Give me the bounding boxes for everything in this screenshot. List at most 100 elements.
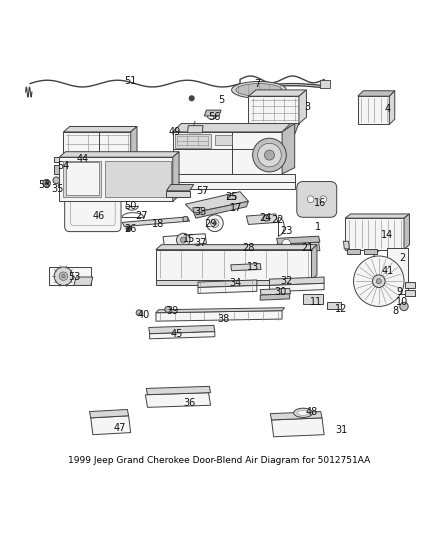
FancyBboxPatch shape [297, 182, 337, 217]
Text: 28: 28 [242, 243, 254, 253]
Text: 17: 17 [230, 203, 242, 213]
Text: 53: 53 [68, 272, 80, 282]
Polygon shape [149, 325, 215, 334]
Polygon shape [248, 96, 299, 124]
Text: 33: 33 [194, 207, 206, 217]
Polygon shape [156, 311, 282, 321]
Polygon shape [260, 294, 290, 300]
Circle shape [320, 196, 327, 203]
Text: 48: 48 [305, 407, 318, 417]
Polygon shape [59, 157, 173, 201]
Text: 31: 31 [335, 425, 347, 435]
Polygon shape [272, 418, 324, 437]
Text: 26: 26 [124, 224, 137, 233]
Polygon shape [282, 124, 295, 174]
Text: 4: 4 [384, 104, 390, 114]
Polygon shape [364, 249, 377, 254]
Polygon shape [269, 284, 324, 292]
Text: 41: 41 [381, 266, 393, 276]
Polygon shape [345, 218, 404, 249]
Circle shape [263, 215, 269, 221]
Text: 46: 46 [93, 211, 105, 221]
Polygon shape [194, 201, 248, 218]
Polygon shape [185, 192, 248, 213]
Polygon shape [173, 174, 295, 189]
Circle shape [353, 256, 404, 306]
Polygon shape [193, 208, 202, 213]
FancyBboxPatch shape [65, 188, 121, 232]
Text: 30: 30 [274, 287, 286, 297]
Polygon shape [173, 124, 290, 132]
Circle shape [211, 219, 219, 228]
Circle shape [189, 96, 194, 101]
Text: 3: 3 [304, 102, 311, 112]
Polygon shape [64, 160, 101, 197]
Polygon shape [389, 91, 395, 124]
Text: 10: 10 [396, 297, 408, 307]
Bar [303, 294, 323, 303]
Bar [54, 165, 59, 174]
Text: 7: 7 [254, 78, 260, 88]
Polygon shape [156, 280, 311, 286]
Text: 1999 Jeep Grand Cherokee Door-Blend Air Diagram for 5012751AA: 1999 Jeep Grand Cherokee Door-Blend Air … [68, 456, 370, 465]
Polygon shape [404, 214, 410, 249]
Polygon shape [269, 277, 324, 286]
Polygon shape [156, 245, 317, 249]
Text: 47: 47 [114, 423, 127, 433]
Polygon shape [347, 249, 360, 254]
Text: 22: 22 [272, 215, 284, 225]
Text: 51: 51 [124, 77, 137, 86]
Text: 49: 49 [169, 127, 181, 137]
Polygon shape [146, 386, 211, 395]
Polygon shape [150, 332, 215, 339]
Text: 13: 13 [247, 262, 259, 271]
Circle shape [165, 306, 171, 312]
Polygon shape [358, 96, 389, 124]
Polygon shape [91, 416, 131, 435]
Polygon shape [248, 124, 299, 134]
Circle shape [54, 267, 73, 286]
Polygon shape [270, 411, 322, 420]
Ellipse shape [293, 408, 313, 417]
Text: 39: 39 [166, 305, 179, 316]
Bar [387, 247, 408, 294]
Text: 27: 27 [135, 211, 148, 221]
Polygon shape [277, 242, 320, 253]
Polygon shape [156, 249, 311, 280]
Polygon shape [89, 409, 129, 418]
Polygon shape [260, 288, 290, 295]
Polygon shape [59, 152, 179, 157]
Circle shape [265, 150, 275, 160]
Polygon shape [248, 90, 307, 96]
Polygon shape [204, 110, 221, 116]
Text: 53: 53 [38, 180, 51, 190]
Polygon shape [145, 393, 211, 407]
Polygon shape [122, 217, 190, 227]
Text: 25: 25 [226, 192, 238, 202]
Text: 54: 54 [57, 160, 70, 171]
Text: 23: 23 [280, 226, 293, 236]
Text: 40: 40 [137, 310, 149, 320]
Circle shape [126, 226, 131, 231]
Polygon shape [173, 132, 282, 174]
Polygon shape [64, 126, 137, 132]
Polygon shape [345, 214, 410, 218]
Text: 35: 35 [51, 184, 64, 193]
Polygon shape [166, 184, 194, 191]
Circle shape [45, 182, 48, 185]
Polygon shape [215, 135, 232, 146]
Circle shape [62, 274, 65, 278]
Polygon shape [131, 126, 137, 156]
Text: 38: 38 [217, 314, 230, 324]
Text: 14: 14 [381, 230, 393, 240]
Text: 12: 12 [335, 304, 347, 313]
Polygon shape [156, 308, 285, 313]
Ellipse shape [236, 84, 282, 96]
Polygon shape [106, 160, 171, 197]
Circle shape [376, 279, 381, 284]
Polygon shape [166, 191, 190, 197]
Ellipse shape [297, 410, 309, 415]
Polygon shape [66, 162, 99, 195]
Text: 44: 44 [76, 154, 88, 164]
Circle shape [183, 216, 188, 222]
